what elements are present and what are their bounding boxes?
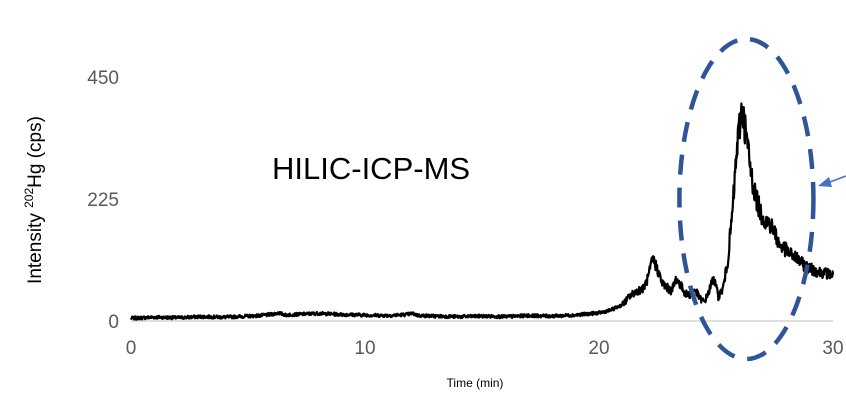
y-tick-label: 450 [87, 68, 119, 89]
y-axis-title-suffix: Hg (cps) [25, 116, 46, 188]
x-tick-label: 20 [588, 338, 609, 359]
arrow-line [830, 176, 846, 182]
y-tick-label: 225 [87, 190, 119, 211]
y-axis-title-prefix: Intensity [25, 208, 46, 284]
y-axis-title: Intensity 202Hg (cps) [22, 116, 46, 284]
peak-highlight-ellipse [679, 39, 813, 359]
y-axis-title-superscript: 202 [22, 188, 36, 208]
arrow-head [818, 177, 832, 187]
x-axis-title: Time (min) [447, 376, 504, 390]
arrow-indicator [818, 176, 846, 187]
x-tick-label: 10 [354, 338, 375, 359]
x-tick-labels: 0 10 20 30 [126, 338, 844, 359]
annotation-hilic-icp-ms: HILIC-ICP-MS [272, 151, 470, 186]
y-tick-label: 0 [108, 312, 119, 333]
y-tick-labels: 0 225 450 [87, 68, 119, 333]
x-tick-label: 0 [126, 338, 137, 359]
x-tick-label: 30 [822, 338, 843, 359]
series-group [131, 104, 833, 320]
series-line [131, 104, 833, 320]
